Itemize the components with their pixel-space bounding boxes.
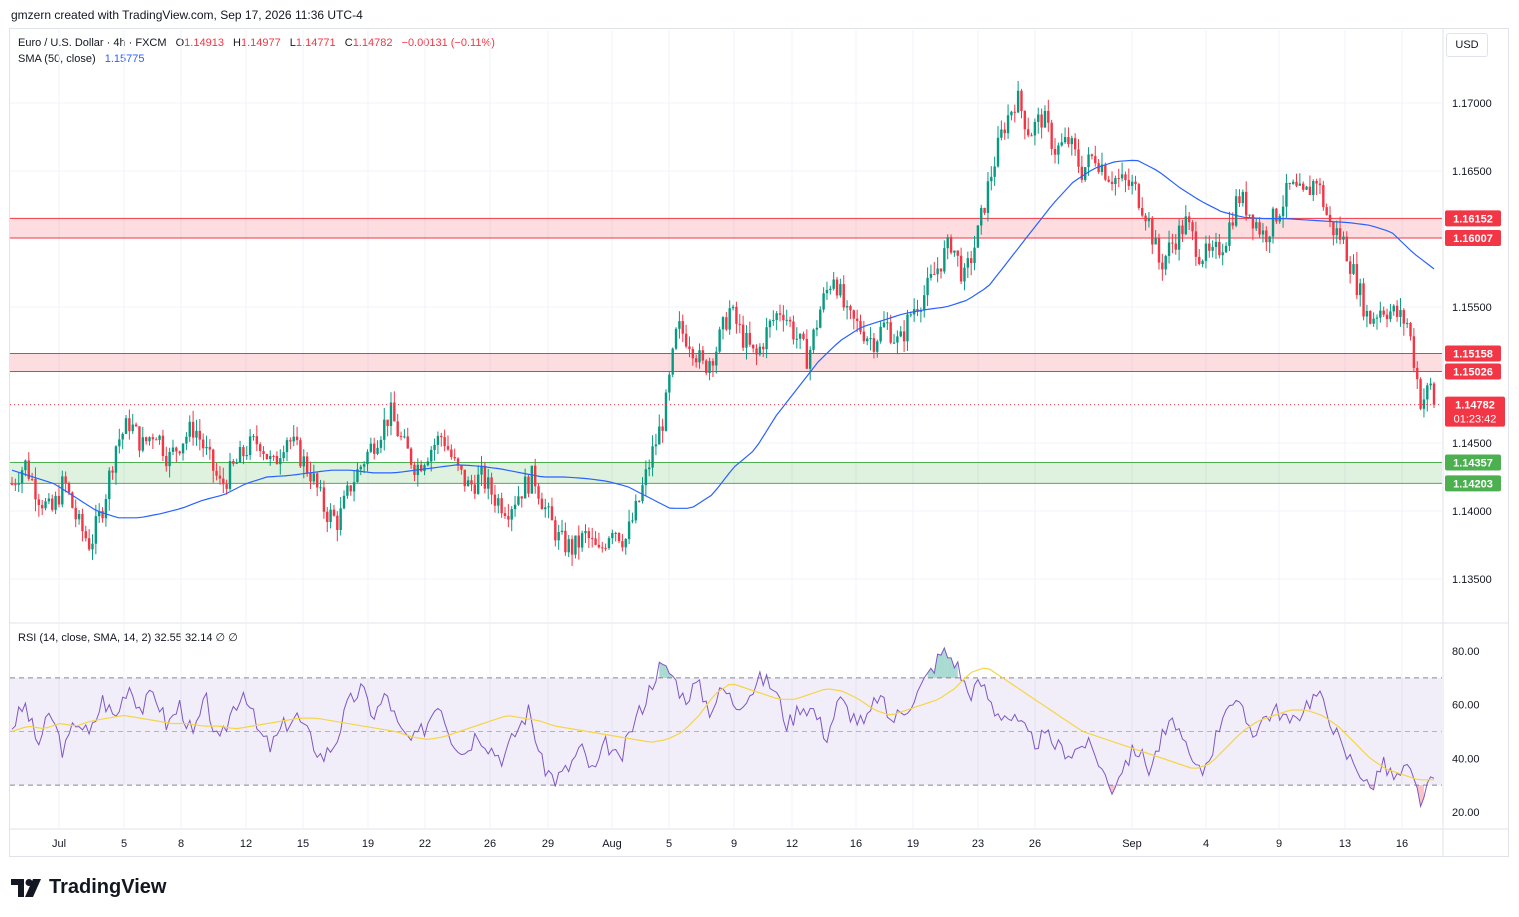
rsi-value: 32.55 [154,632,182,644]
rsi-legend: RSI (14, close, SMA, 14, 2) 32.55 32.14 … [18,631,238,644]
ohlc-close: C1.14782 [344,37,393,49]
price-legend: Euro / U.S. Dollar · 4h · FXCM O1.14913 … [18,35,495,67]
currency-button[interactable]: USD [1446,33,1488,57]
sma-label[interactable]: SMA (50, close) [18,53,96,65]
sma-value: 1.15775 [104,53,145,65]
ohlc-low: L1.14771 [289,37,336,49]
chart-credit: gmzern created with TradingView.com, Sep… [11,8,363,22]
brand-name: TradingView [49,876,167,898]
rsi-sma-value: 32.14 [184,632,213,644]
symbol-label[interactable]: Euro / U.S. Dollar · 4h · FXCM [18,37,167,49]
rsi-label[interactable]: RSI (14, close, SMA, 14, 2) [18,632,152,644]
rsi-extra-1: ∅ [215,632,226,644]
ohlc-open: O1.14913 [175,37,224,49]
chart-frame [9,28,1509,857]
rsi-extra-2: ∅ [228,632,238,644]
price-change: −0.00131 (−0.11%) [401,37,495,49]
tradingview-logo-icon [11,878,41,897]
brand-footer[interactable]: TradingView [11,876,166,899]
ohlc-high: H1.14977 [233,37,281,49]
